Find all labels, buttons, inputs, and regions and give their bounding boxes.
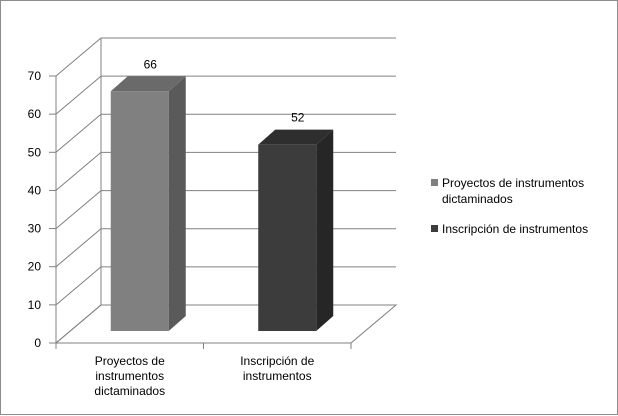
data-labels: 66 52	[144, 57, 305, 124]
floor	[54, 304, 398, 344]
data-label: 52	[291, 111, 305, 125]
y-tick-label: 50	[28, 145, 42, 159]
bar-side	[316, 129, 334, 331]
category-label: Proyectos de	[95, 354, 165, 368]
bar-front	[110, 91, 169, 331]
gridline-diagonal	[55, 266, 102, 306]
category-labels: Proyectos deinstrumentosdictaminadosInsc…	[94, 354, 314, 398]
legend-swatch	[431, 225, 438, 232]
gridline-diagonal	[55, 113, 102, 153]
y-tick-label: 40	[28, 183, 42, 197]
legend-label: Proyectos de instrumentos	[442, 176, 584, 190]
y-tick-labels: 0 10 20 30 40 50 60 70	[28, 69, 42, 350]
category-label: instrumentos	[95, 369, 164, 383]
y-tick-label: 30	[28, 222, 42, 236]
y-tick-label: 10	[28, 298, 42, 312]
axes	[49, 75, 352, 349]
y-tick-label: 60	[28, 107, 42, 121]
y-tick-label: 70	[28, 69, 42, 83]
legend-label: Inscripción de instrumentos	[442, 222, 588, 236]
gridline-diagonal	[55, 190, 102, 229]
bar-top	[258, 129, 334, 145]
gridline-diagonal	[55, 304, 102, 344]
gridline-diagonal	[55, 75, 102, 115]
gridline-diagonal	[55, 152, 102, 191]
legend: Proyectos de instrumentos dictaminados Ins…	[431, 176, 588, 236]
bar-side	[168, 76, 186, 331]
y-tick-label: 20	[28, 260, 42, 274]
category-label: Inscripción de	[240, 354, 314, 368]
legend-label: dictaminados	[442, 192, 513, 206]
bar-top	[110, 76, 186, 92]
gridline-diagonal	[55, 37, 102, 77]
data-label: 66	[144, 57, 158, 71]
y-tick-label: 0	[34, 336, 41, 350]
legend-swatch	[431, 179, 438, 186]
gridlines	[55, 37, 396, 344]
gridline-diagonal	[55, 228, 102, 268]
bars	[110, 76, 334, 331]
category-label: dictaminados	[94, 384, 165, 398]
category-label: instrumentos	[243, 369, 312, 383]
bar-front	[258, 144, 317, 331]
